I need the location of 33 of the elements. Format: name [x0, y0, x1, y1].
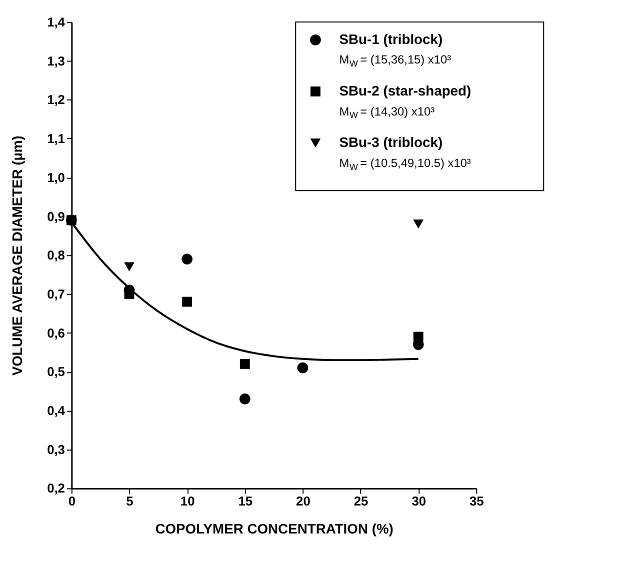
y-axis-title: VOLUME AVERAGE DIAMETER (µm): [9, 136, 26, 376]
y-tick-label: 1,2: [47, 92, 65, 108]
x-tick-label: 5: [126, 494, 134, 509]
y-tick-label: 1,4: [47, 14, 66, 30]
x-tick-label: 10: [180, 494, 195, 509]
y-tick-label: 0,9: [47, 208, 65, 224]
point: [240, 358, 250, 369]
y-tick-label: 0,3: [47, 442, 65, 457]
x-tick-label: 25: [354, 494, 368, 509]
y-tick-label: 1,1: [47, 131, 65, 146]
x-tick-label: 0: [68, 494, 76, 509]
y-tick-label: 0,4: [47, 403, 66, 418]
legend-label: SBu-2 (star-shaped): [339, 82, 472, 98]
point: [182, 296, 192, 307]
x-tick-label: 20: [296, 494, 310, 509]
legend-label: SBu-1 (triblock): [339, 30, 443, 47]
y-tick-label: 0,7: [47, 286, 65, 302]
y-tick-label: 0,8: [47, 248, 65, 263]
y-tick-label: 0,2: [47, 480, 65, 496]
point: [182, 254, 193, 264]
x-tick-label: 35: [470, 494, 484, 509]
legend-label: SBu-3 (triblock): [339, 134, 443, 150]
y-tick-label: 1,3: [47, 53, 65, 68]
y-tick-label: 1,0: [47, 170, 65, 185]
point: [239, 393, 250, 404]
point: [413, 220, 424, 229]
y-tick-label: 0,6: [47, 325, 65, 340]
point: [124, 262, 134, 272]
x-tick-label: 15: [238, 494, 253, 509]
y-tick-label: 0,5: [47, 364, 65, 380]
x-axis-title: COPOLYMER CONCENTRATION (%): [155, 520, 394, 536]
x-tick-label: 30: [412, 494, 426, 509]
point: [297, 362, 308, 374]
